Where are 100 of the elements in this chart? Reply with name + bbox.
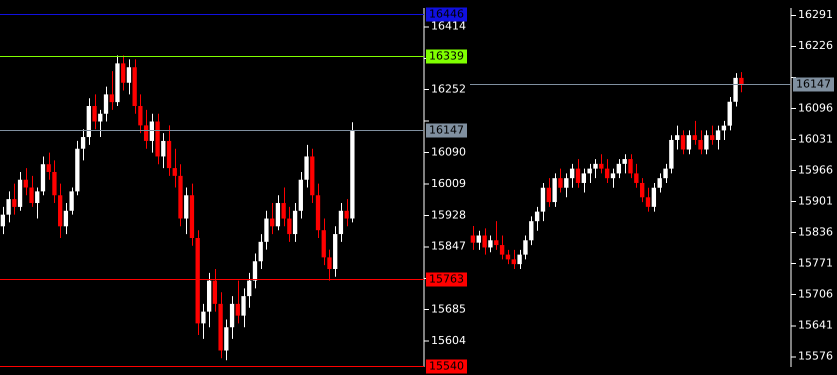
candlestick <box>258 234 263 270</box>
candlestick <box>470 225 476 250</box>
candlestick <box>658 172 662 194</box>
candlestick <box>144 109 148 150</box>
candlestick <box>264 210 269 250</box>
candlestick <box>540 182 546 222</box>
candlestick <box>98 109 102 138</box>
candlestick <box>686 130 692 155</box>
candlestick <box>564 172 568 198</box>
ref-line-label: 15540 <box>429 359 464 372</box>
candlestick <box>230 296 234 340</box>
y-tick-label: 15604 <box>431 334 466 348</box>
candlestick <box>161 132 166 169</box>
ref-line-label: 16147 <box>796 77 832 90</box>
candlestick <box>634 163 639 188</box>
candlestick <box>224 318 228 361</box>
candlestick <box>640 178 644 203</box>
y-tick-label: 16009 <box>431 176 466 190</box>
candlestick <box>80 128 86 161</box>
candlestick <box>576 158 580 188</box>
candlestick <box>517 249 522 270</box>
candlestick <box>24 168 28 196</box>
candlestick <box>304 144 309 188</box>
candlestick <box>722 120 726 140</box>
y-tick-label: 15706 <box>798 288 834 301</box>
candlestick <box>546 178 551 208</box>
candlestick <box>172 148 177 188</box>
candlestick <box>558 168 563 194</box>
candlestick <box>150 113 154 154</box>
y-tick-label: 15836 <box>798 226 834 238</box>
candlestick <box>652 182 656 212</box>
candlestick <box>241 288 246 328</box>
candlestick <box>534 206 540 232</box>
candlestick <box>476 230 481 250</box>
candlestick <box>126 58 132 95</box>
candlestick <box>110 70 114 110</box>
candlestick <box>46 152 51 180</box>
candlestick <box>270 202 274 235</box>
candlestick <box>482 228 487 256</box>
candlestick <box>710 125 714 146</box>
candlestick <box>616 158 622 179</box>
candlestick <box>184 187 188 235</box>
candlestick <box>344 198 349 227</box>
ref-line-label: 16339 <box>429 49 464 62</box>
y-tick-label: 16414 <box>431 20 466 33</box>
candlestick <box>494 220 498 250</box>
candlestick <box>104 86 108 122</box>
candlestick <box>716 125 720 150</box>
candlestick <box>281 187 286 227</box>
candlestick <box>582 168 586 194</box>
candlestick <box>35 187 40 220</box>
candlestick <box>0 206 6 235</box>
candlestick <box>622 154 627 174</box>
candlestick <box>570 163 574 188</box>
candlestick <box>680 130 686 155</box>
candlestick <box>276 194 280 231</box>
candlestick <box>247 272 252 308</box>
y-tick-label: 15847 <box>431 240 466 253</box>
candlestick <box>728 96 732 131</box>
candlestick <box>500 235 504 260</box>
candlestick <box>201 303 206 340</box>
y-tick-label: 15928 <box>431 208 466 222</box>
candlestick <box>6 190 11 223</box>
y-tick-label: 16226 <box>798 39 834 52</box>
candlestick <box>292 202 298 242</box>
candlestick <box>338 202 344 242</box>
candlestick <box>529 216 534 246</box>
candlestick <box>121 55 126 91</box>
y-tick-label: 15685 <box>431 302 466 316</box>
y-tick-label: 16096 <box>798 101 834 114</box>
candlestick <box>64 202 68 235</box>
candlestick <box>604 158 610 184</box>
candlestick <box>92 94 97 130</box>
candlestick <box>698 130 703 155</box>
candlestick <box>287 206 292 242</box>
candlestick <box>488 235 493 253</box>
candlestick <box>506 249 510 265</box>
candlestick <box>12 183 16 216</box>
y-tick-label: 16252 <box>431 82 466 96</box>
candlestick <box>692 120 697 146</box>
candlestick <box>512 249 516 270</box>
y-tick-label: 16291 <box>798 8 834 22</box>
y-tick-label: 15966 <box>798 163 834 176</box>
y-tick-label: 15771 <box>798 256 834 270</box>
y-tick-label: 15641 <box>798 318 834 332</box>
candlestick <box>675 125 680 150</box>
candlestick <box>69 187 74 216</box>
y-tick-label: 15576 <box>798 350 834 363</box>
y-tick-label: 15901 <box>798 194 834 208</box>
candlestick <box>646 187 650 212</box>
candlestick <box>29 175 34 208</box>
candlestick <box>138 94 143 134</box>
candlestick <box>739 72 744 93</box>
ref-line-label: 15763 <box>429 272 464 286</box>
ref-line-label: 16147 <box>429 123 464 136</box>
candlestick <box>663 163 668 184</box>
y-tick-label: 16031 <box>798 132 834 146</box>
candlestick <box>599 154 604 174</box>
ref-line-label: 16446 <box>429 7 464 20</box>
candlestick <box>552 172 557 208</box>
